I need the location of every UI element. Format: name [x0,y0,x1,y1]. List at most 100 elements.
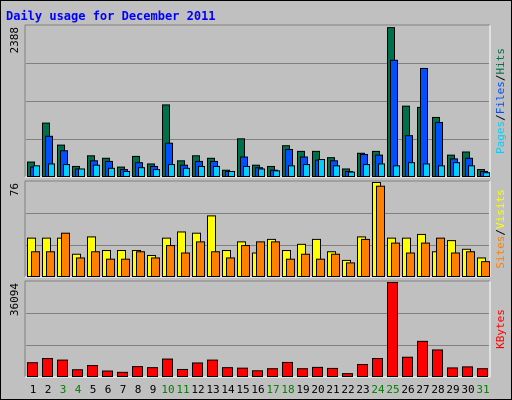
x-tick-label: 14 [221,383,235,396]
bar-sites [451,252,460,277]
bar-kbytes [207,359,218,377]
bar-kbytes [87,365,98,377]
x-tick-label: 11 [176,383,189,396]
bar-sites [436,237,445,278]
bar-sites [316,258,325,277]
bar-files [420,67,428,177]
bar-pages [303,164,310,177]
bar-sites [166,245,175,278]
bar-sites [421,242,430,278]
bar-pages [108,167,115,177]
bar-kbytes [357,364,368,378]
bar-kbytes [162,358,173,377]
bar-pages [183,167,190,177]
bar-sites [31,251,40,277]
bar-sites [481,261,490,278]
bar-sites [391,242,400,278]
x-tick-label: 6 [105,383,112,396]
x-tick-label: 22 [341,383,354,396]
x-tick-label: 19 [296,383,309,396]
x-tick-label: 30 [461,383,474,396]
bar-sites [226,257,235,277]
x-tick-label: 3 [60,383,67,396]
bar-kbytes [312,366,323,378]
bar-sites [196,241,205,278]
x-tick-label: 24 [371,383,385,396]
bar-pages [468,165,475,178]
bar-kbytes [342,373,353,377]
bar-kbytes [147,367,158,378]
x-tick-label: 12 [191,383,204,396]
bar-pages [378,163,385,177]
x-tick-label: 25 [386,383,399,396]
x-tick-label: 27 [416,383,429,396]
x-tick-label: 1 [30,383,37,396]
bar-pages [273,170,280,178]
bar-pages [168,164,175,177]
bar-sites [406,252,415,277]
bar-sites [76,257,85,277]
bar-pages [228,170,235,177]
bar-kbytes [432,349,443,378]
legend-separator: / [494,75,507,82]
bar-pages [408,162,415,178]
y-max-label: 76 [8,183,21,196]
bar-kbytes [222,367,233,378]
x-tick-label: 18 [281,383,294,396]
bar-kbytes [327,367,338,377]
bar-sites [91,251,100,277]
legend-kbytes-label: KBytes [494,309,507,349]
bar-sites [61,232,70,277]
x-tick-label: 4 [75,383,82,396]
x-tick-label: 26 [401,383,414,396]
bar-pages [243,165,250,178]
bar-sites [121,258,130,277]
bar-kbytes [387,282,398,377]
bar-pages [453,162,460,178]
legend-sites: Sites [494,236,507,269]
bar-pages [483,172,490,177]
bar-pages [288,165,295,178]
bar-pages [153,169,160,178]
bar-pages [438,165,445,178]
bar-sites [301,253,310,278]
bar-sites [106,258,115,277]
bar-files [390,59,398,177]
bar-sites [361,238,370,277]
bar-pages [333,165,340,178]
x-tick-label: 7 [120,383,127,396]
y-max-label: 2388 [8,27,21,54]
bar-kbytes [282,361,293,377]
legend-hits: Hits [494,48,507,75]
bar-pages [258,168,265,177]
bar-pages [33,165,40,178]
bar-kbytes [237,367,248,377]
legend-kbytes: KBytes [494,309,507,349]
bar-pages [198,165,205,178]
bar-kbytes [252,370,263,377]
bar-kbytes [372,358,383,377]
legend-separator: / [494,229,507,236]
bar-sites [376,185,385,277]
bar-sites [211,251,220,277]
bar-pages [78,168,85,177]
x-tick-label: 21 [326,383,339,396]
bar-kbytes [417,340,428,377]
bar-pages [213,165,220,178]
bar-pages [48,163,55,177]
bar-pages [423,163,430,177]
x-tick-label: 15 [236,383,249,396]
x-tick-label: 28 [431,383,444,396]
bar-pages [123,170,130,177]
legend-separator: / [494,114,507,121]
bar-kbytes [117,371,128,377]
bar-kbytes [132,366,143,377]
bar-sites [136,251,145,277]
bar-kbytes [102,370,113,377]
legend-visits: Visits [494,189,507,229]
bar-sites [46,251,55,277]
x-tick-label: 17 [266,383,279,396]
bar-kbytes [297,368,308,378]
legend-visits-sites: Sites/Visits [494,189,507,269]
